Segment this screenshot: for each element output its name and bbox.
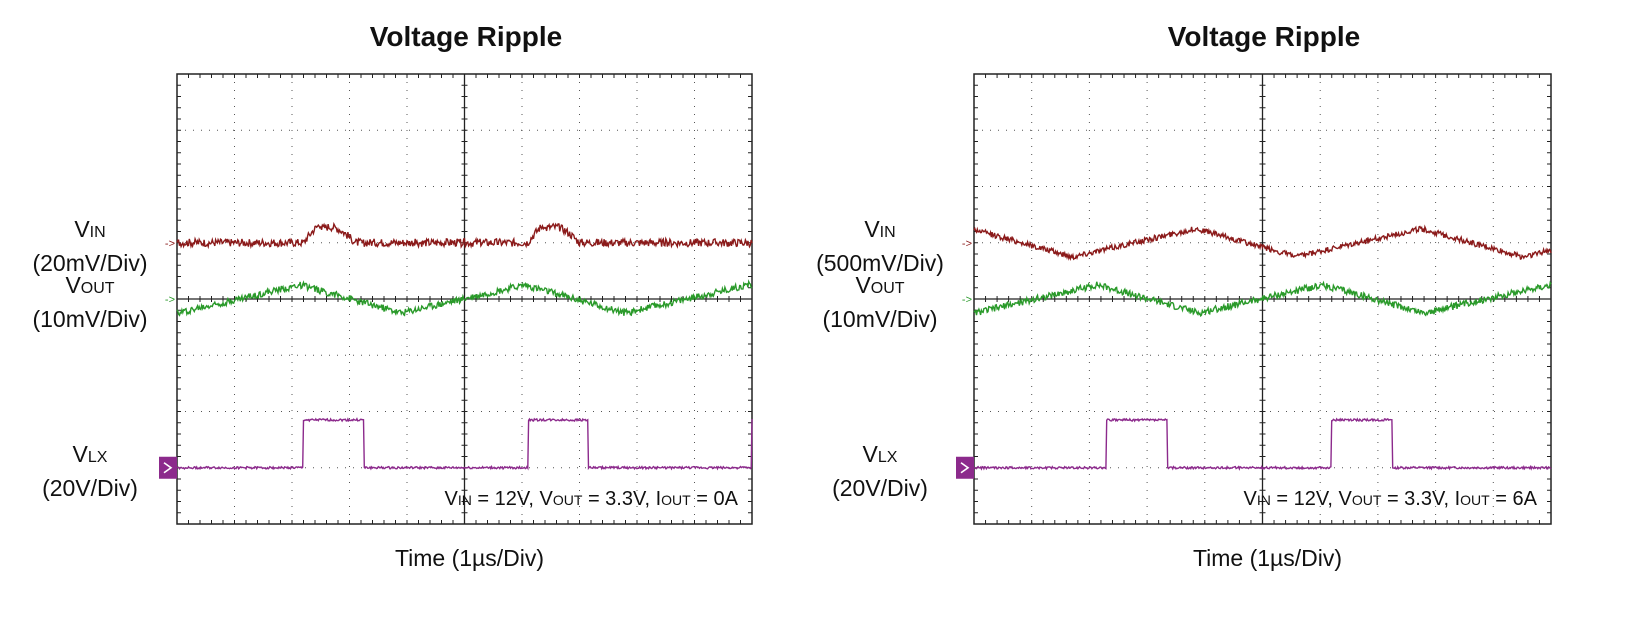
channel-scale-lx: (20V/Div) [832, 475, 928, 501]
channel-name-lx: VLX [73, 441, 108, 467]
trace-lx [176, 417, 753, 471]
channel-scale-in: (20mV/Div) [32, 250, 147, 276]
trace-out [176, 279, 753, 317]
ref-marker-in: -> [165, 238, 175, 250]
channel-scale-lx: (20V/Div) [42, 475, 138, 501]
chart-panel-left: Voltage Ripple -> VIN (20mV/Div) -> VOUT (10mV… [0, 0, 800, 626]
trace-in [176, 221, 753, 250]
channel-scale-in: (500mV/Div) [816, 250, 944, 276]
conditions-annotation: VIN = 12V, VOUT = 3.3V, IOUT = 6A [1243, 488, 1537, 510]
ref-marker-lx [159, 456, 177, 479]
chart-title: Voltage Ripple [1168, 21, 1360, 52]
ref-marker-lx [956, 456, 974, 479]
chart-title: Voltage Ripple [370, 21, 562, 52]
ref-marker-out: -> [962, 294, 972, 306]
conditions-annotation: VIN = 12V, VOUT = 3.3V, IOUT = 0A [444, 488, 738, 510]
trace-in [973, 224, 1552, 262]
channel-scale-out: (10mV/Div) [822, 306, 937, 332]
chart-0: Voltage Ripple -> VIN (20mV/Div) -> VOUT (10mV… [32, 21, 753, 571]
channel-name-lx: VLX [863, 441, 898, 467]
ref-marker-arrow-icon [960, 462, 970, 474]
ref-marker-arrow-icon [163, 462, 173, 474]
plot-border [176, 73, 753, 525]
channel-name-in: VIN [74, 216, 105, 242]
x-axis-label: Time (1µs/Div) [395, 545, 544, 571]
channel-name-in: VIN [864, 216, 895, 242]
ref-marker-in: -> [962, 238, 972, 250]
trace-out [973, 280, 1552, 318]
x-axis-label: Time (1µs/Div) [1193, 545, 1342, 571]
chart-1: Voltage Ripple -> VIN (500mV/Div) -> VOUT (10m… [816, 21, 1552, 571]
channel-name-out: VOUT [65, 272, 114, 298]
channel-scale-out: (10mV/Div) [32, 306, 147, 332]
channel-name-out: VOUT [855, 272, 904, 298]
chart-panel-right: Voltage Ripple -> VIN (500mV/Div) -> VOUT (10m… [798, 0, 1631, 626]
trace-lx [973, 417, 1552, 471]
ref-marker-out: -> [165, 294, 175, 306]
plot-border [973, 73, 1552, 525]
